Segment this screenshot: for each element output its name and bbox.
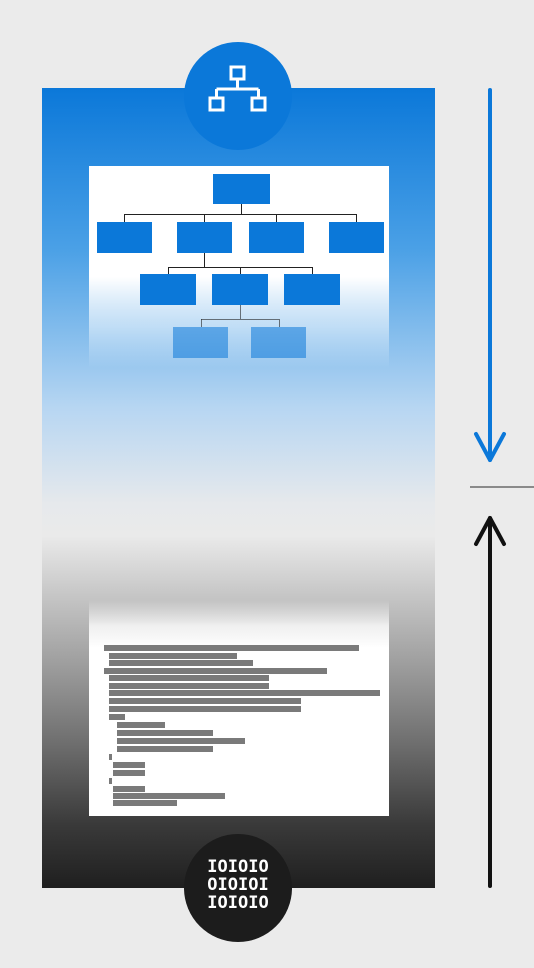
tree-connector [240, 267, 241, 274]
code-line [109, 660, 253, 666]
code-line [113, 770, 145, 776]
code-line [109, 714, 125, 720]
tree-connector [312, 267, 313, 274]
code-line [109, 778, 112, 784]
hierarchy-badge [184, 42, 292, 150]
code-line [109, 653, 237, 659]
tree-node-level2 [329, 222, 384, 253]
tree-connector [168, 267, 169, 274]
tree-node-level3 [140, 274, 196, 305]
code-line [117, 722, 165, 728]
binary-icon: IOIOIO OIOIOI IOIOIO [184, 858, 292, 912]
binary-line: OIOIOI [207, 875, 269, 895]
code-line [104, 645, 359, 651]
code-line [109, 675, 269, 681]
tree-node-level3 [212, 274, 268, 305]
tree-connector [276, 214, 277, 222]
tree-node-level2 [249, 222, 304, 253]
tree-connector [279, 319, 280, 327]
code-line [109, 690, 380, 696]
tree-node-level2 [177, 222, 232, 253]
code-line [104, 668, 327, 674]
code-line [113, 786, 145, 792]
code-line [113, 762, 145, 768]
tree-node-level3 [284, 274, 340, 305]
tree-connector [201, 319, 202, 327]
tree-connector [204, 214, 205, 222]
hierarchy-card [89, 166, 389, 368]
tree-node-level4 [173, 327, 228, 358]
code-line [117, 746, 213, 752]
tree-connector [240, 305, 241, 319]
hierarchy-icon [208, 65, 267, 112]
tree-connector [201, 319, 279, 320]
code-line [109, 683, 269, 689]
tree-connector [124, 214, 356, 215]
code-line [113, 800, 177, 806]
code-line [117, 730, 213, 736]
code-card [89, 600, 389, 816]
arrow-down [474, 88, 506, 462]
tree-connector [204, 253, 205, 267]
arrow-up [474, 516, 506, 888]
code-line [109, 706, 301, 712]
code-line [117, 738, 245, 744]
tree-connector [241, 204, 242, 214]
code-line [109, 754, 112, 760]
tree-connector [356, 214, 357, 222]
code-line [109, 698, 301, 704]
tree-node-root [213, 174, 270, 204]
code-line [113, 793, 225, 799]
tree-node-level2 [97, 222, 152, 253]
binary-badge: IOIOIO OIOIOI IOIOIO [184, 834, 292, 942]
binary-line: IOIOIO [207, 857, 269, 877]
binary-line: IOIOIO [207, 893, 269, 913]
tree-node-level4 [251, 327, 306, 358]
tree-connector [124, 214, 125, 222]
